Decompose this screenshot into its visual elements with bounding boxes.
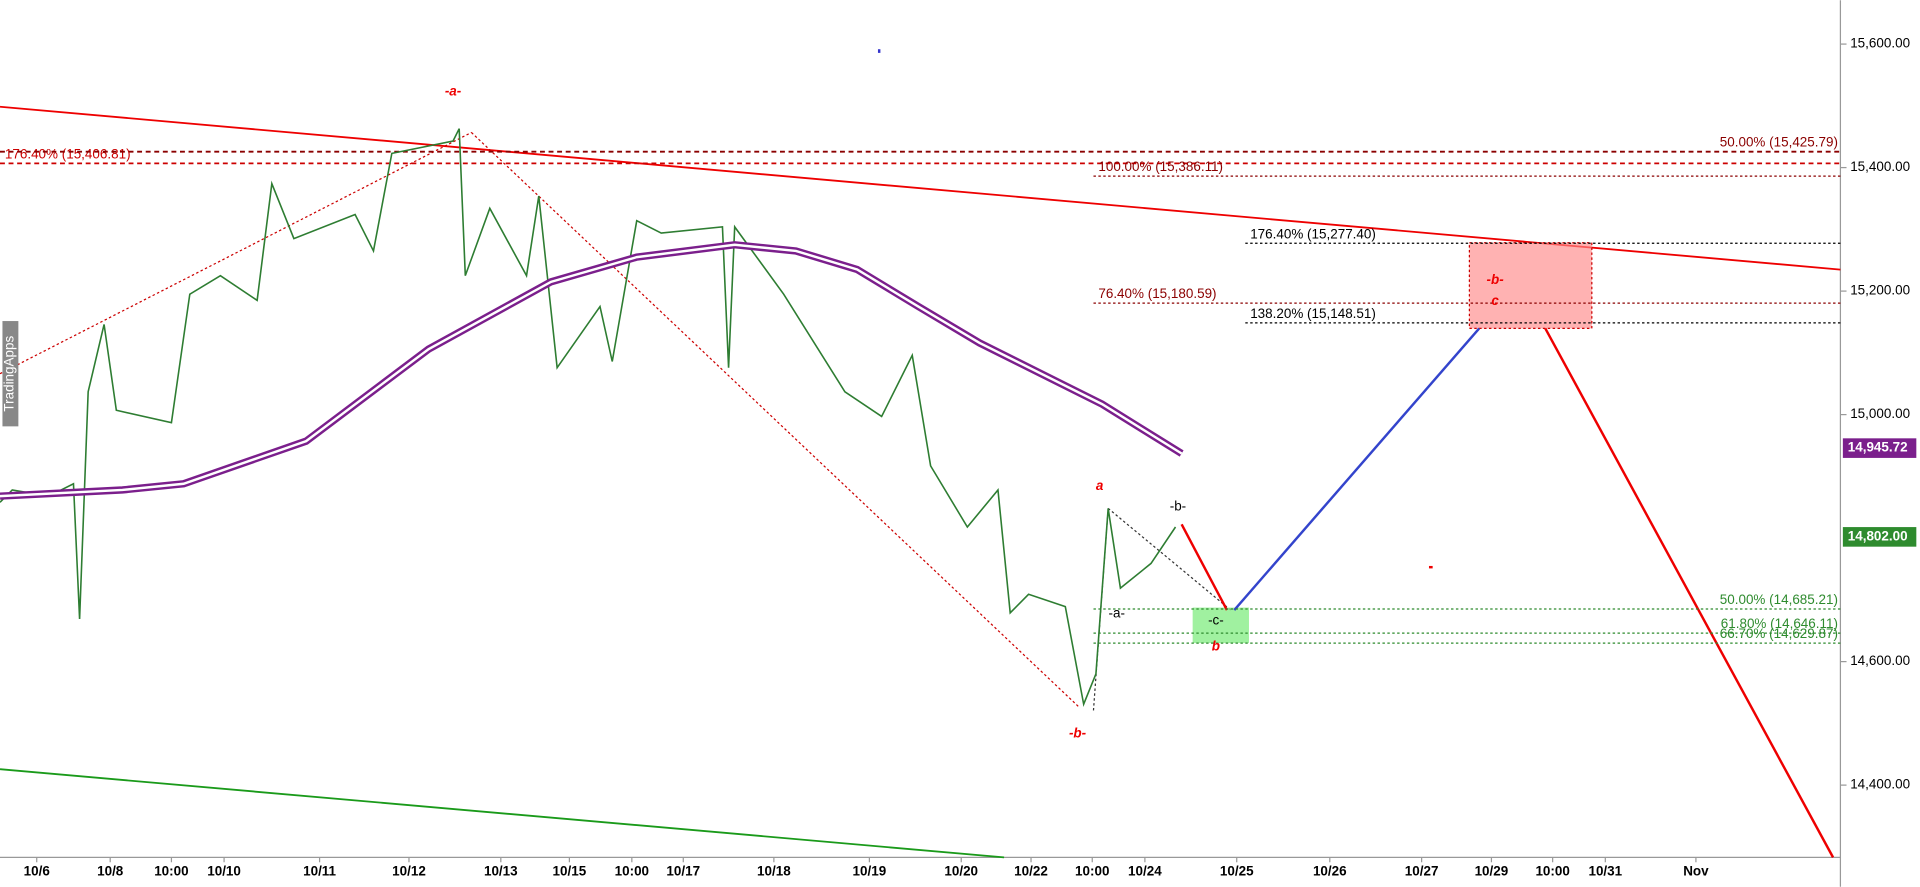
last-price-box	[1842, 527, 1917, 547]
fib-label: 176.40% (15,277.40)	[1250, 226, 1376, 241]
last-price-label: 14,802.00	[1848, 528, 1908, 543]
projection	[1233, 327, 1481, 611]
wave-label: -a-	[445, 84, 462, 99]
x-tick-label: 10/29	[1475, 864, 1509, 879]
x-tick-label: 10/18	[757, 864, 791, 879]
wave-label: -b-	[1170, 499, 1186, 514]
price-line	[0, 128, 1177, 708]
wave-label: c	[1491, 293, 1499, 308]
x-tick-label: 10/17	[666, 864, 700, 879]
x-tick-label: 10/15	[553, 864, 587, 879]
dotted-line	[1107, 507, 1232, 611]
projection	[1544, 327, 1835, 858]
x-tick-label: 10/11	[303, 864, 336, 879]
fib-label: 176.40% (15,406.81)	[5, 146, 131, 161]
last-price-label: 14,945.72	[1848, 440, 1908, 455]
x-tick-label: 10/12	[392, 864, 426, 879]
x-tick-label: 10/8	[97, 864, 124, 879]
projection	[1180, 523, 1229, 611]
y-tick-label: 15,600.00	[1850, 36, 1910, 51]
fib-label: 50.00% (15,425.79)	[1720, 135, 1838, 150]
x-tick-label: 10/31	[1588, 864, 1622, 879]
x-tick-label: 10/20	[944, 864, 978, 879]
marker	[877, 49, 881, 53]
watermark-tab	[2, 321, 19, 427]
x-tick-label: 10:00	[1535, 864, 1569, 879]
moving-average	[0, 243, 1183, 498]
wave-label: -a-	[1109, 605, 1125, 620]
wave-label: b	[1212, 638, 1220, 653]
x-tick-label: 10/24	[1128, 864, 1162, 879]
x-tick-label: 10/13	[484, 864, 518, 879]
marker	[1428, 565, 1433, 569]
x-tick-label: 10/26	[1313, 864, 1347, 879]
y-tick-label: 15,000.00	[1850, 406, 1910, 421]
trend-line	[0, 768, 1005, 859]
dotted-line	[0, 131, 472, 375]
wave-label: -b-	[1487, 272, 1505, 287]
last-price-box	[1842, 438, 1917, 458]
x-tick-label: 10/6	[24, 864, 50, 879]
x-tick-label: 10/27	[1405, 864, 1439, 879]
wave-label: -b-	[1069, 725, 1087, 740]
fib-label: 50.00% (14,685.21)	[1720, 592, 1838, 607]
x-tick-label: 10:00	[615, 864, 649, 879]
watermark: TradingApps	[1, 336, 16, 412]
y-tick-label: 15,200.00	[1850, 283, 1910, 298]
x-tick-label: 10/22	[1014, 864, 1048, 879]
x-tick-label: 10:00	[1075, 864, 1109, 879]
x-tick-label: Nov	[1683, 864, 1709, 879]
y-tick-label: 14,400.00	[1850, 777, 1910, 792]
fib-label: 100.00% (15,386.11)	[1098, 159, 1223, 174]
x-tick-label: 10/10	[207, 864, 241, 879]
x-tick-label: 10/25	[1220, 864, 1254, 879]
fib-label: 76.40% (15,180.59)	[1098, 286, 1216, 301]
fib-label: 61.80% (14,646.11)	[1721, 616, 1838, 631]
wave-label: -c-	[1208, 613, 1224, 628]
target-zone	[1192, 607, 1249, 644]
y-tick-label: 15,400.00	[1850, 159, 1910, 174]
x-tick-label: 10/19	[853, 864, 887, 879]
wave-label: a	[1096, 478, 1104, 493]
target-zone	[1468, 242, 1593, 330]
y-tick-label: 14,600.00	[1850, 653, 1910, 668]
x-tick-label: 10:00	[154, 864, 188, 879]
fib-label: 138.20% (15,148.51)	[1250, 306, 1376, 321]
fib-label: 66.70% (14,629.87)	[1720, 626, 1838, 641]
